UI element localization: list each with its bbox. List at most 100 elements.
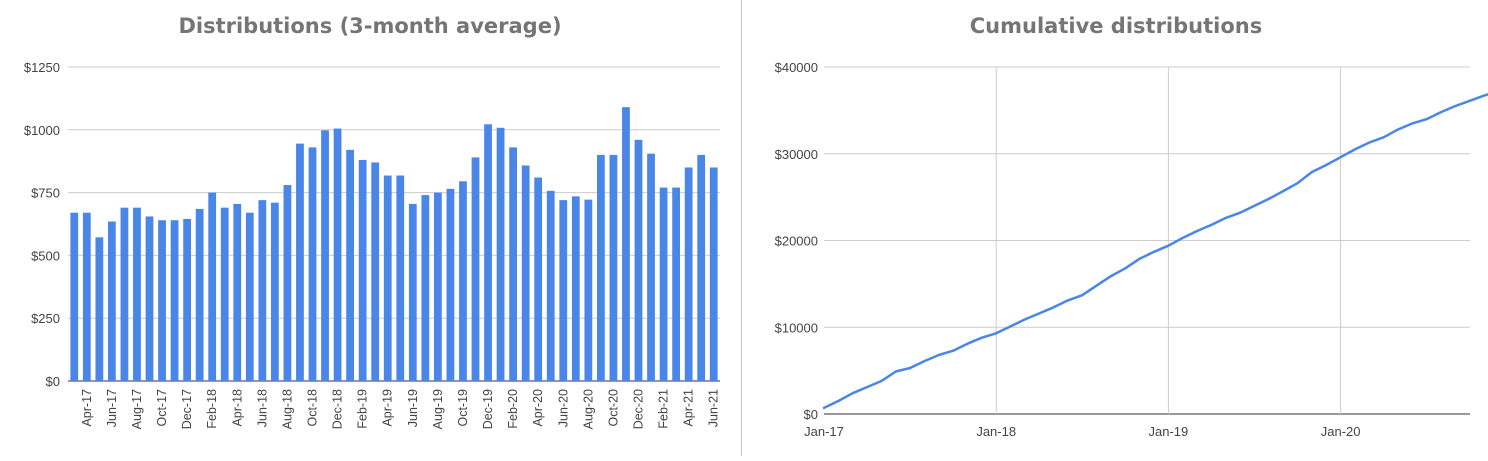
y-tick-label: $1000: [24, 123, 60, 138]
bar: [145, 216, 154, 381]
bar: [647, 153, 655, 381]
y-tick-label: $30000: [775, 147, 818, 162]
bar: [233, 203, 242, 381]
x-tick-label: Apr-20: [531, 389, 545, 427]
y-tick-label: $0: [804, 407, 818, 422]
bar: [596, 154, 605, 381]
x-tick-label: Jun-20: [556, 389, 570, 427]
bar: [245, 212, 254, 381]
bar: [220, 207, 229, 381]
x-tick-label: Apr-17: [80, 389, 94, 427]
bar: [421, 195, 430, 381]
bar: [82, 212, 91, 381]
bar: [95, 237, 104, 381]
bar: [183, 218, 192, 381]
y-tick-label: $20000: [775, 234, 818, 249]
y-tick-label: $40000: [775, 60, 818, 75]
bar: [521, 165, 530, 381]
bar: [371, 162, 380, 381]
x-tick-label: Oct-17: [155, 389, 169, 427]
x-tick-label: Apr-19: [381, 389, 395, 427]
bar: [496, 127, 505, 381]
bar: [446, 188, 455, 381]
bar: [358, 159, 367, 381]
bar: [471, 157, 480, 381]
x-tick-label: Feb-18: [205, 389, 219, 429]
bar: [346, 149, 355, 381]
bar: [383, 175, 392, 381]
x-tick-label: Apr-18: [230, 389, 244, 427]
bar: [321, 130, 329, 381]
x-tick-label: Aug-18: [280, 389, 294, 429]
bar-chart-title: Distributions (3-month average): [178, 14, 562, 38]
bar: [459, 181, 467, 381]
bar: [534, 177, 543, 381]
line-chart-panel: Cumulative distributions $0 $10000 $20000 $…: [744, 0, 1488, 456]
x-tick-label: Jan-17: [804, 424, 844, 439]
x-tick-label: Dec-17: [180, 389, 194, 429]
x-tick-label: Oct-19: [456, 389, 470, 427]
y-tick-label: $500: [31, 248, 60, 263]
y-tick-label: $10000: [775, 320, 818, 335]
bar: [684, 167, 693, 381]
x-tick-label: Oct-18: [306, 389, 320, 427]
bar: [433, 192, 442, 381]
x-tick-label: Jun-18: [255, 389, 269, 427]
bar: [270, 202, 279, 381]
x-tick-label: Jun-17: [105, 389, 119, 427]
bar: [195, 208, 204, 381]
bar: [559, 200, 568, 381]
bar-chart: $0 $250 $500 $750 $1000 $1250 Apr-17 Jun-17 Aug-…: [24, 60, 721, 429]
y-tick-label: $0: [46, 374, 60, 389]
bar: [709, 167, 718, 381]
bar: [622, 107, 630, 381]
x-tick-label: Feb-19: [356, 389, 370, 429]
bar: [609, 154, 618, 381]
bar: [133, 207, 141, 381]
x-tick-label: Feb-20: [506, 389, 520, 429]
x-tick-label: Jun-21: [707, 389, 721, 427]
bar: [158, 220, 166, 381]
x-tick-label: Aug-19: [431, 389, 445, 429]
bar: [120, 207, 129, 381]
bar: [107, 221, 116, 381]
bar: [546, 190, 555, 381]
x-tick-label: Jan-18: [976, 424, 1016, 439]
bar: [170, 220, 179, 381]
x-tick-label: Oct-20: [606, 389, 620, 427]
bar-chart-panel: Distributions (3-month average) $0 $250 $5…: [0, 0, 740, 456]
bar: [584, 199, 593, 381]
x-tick-label: Aug-17: [130, 389, 144, 429]
x-tick-label: Dec-18: [331, 389, 345, 429]
bar: [396, 175, 405, 381]
panel-divider: [741, 0, 742, 456]
x-tick-label: Jun-19: [406, 389, 420, 427]
series-line: [822, 93, 1488, 410]
bar: [659, 187, 668, 381]
y-tick-label: $750: [31, 186, 60, 201]
x-tick-label: Dec-20: [632, 389, 646, 429]
bar: [697, 154, 706, 381]
bar: [509, 147, 518, 381]
bar: [296, 143, 304, 381]
bar: [258, 200, 267, 381]
x-tick-label: Aug-20: [581, 389, 595, 429]
line-chart: $0 $10000 $20000 $30000 $40000 Jan-17 Jan-18 Ja…: [775, 60, 1488, 439]
bar: [70, 212, 79, 381]
x-tick-label: Apr-21: [682, 389, 696, 427]
bar: [308, 147, 317, 381]
x-tick-label: Feb-21: [657, 389, 671, 429]
x-tick-label: Jan-20: [1321, 424, 1361, 439]
y-tick-label: $250: [31, 311, 60, 326]
bar: [571, 196, 580, 381]
bar: [333, 128, 342, 381]
bar: [484, 124, 492, 382]
bar: [634, 139, 643, 381]
line-chart-title: Cumulative distributions: [969, 14, 1263, 38]
bar: [208, 192, 217, 381]
x-tick-label: Dec-19: [481, 389, 495, 429]
y-tick-label: $1250: [24, 60, 60, 75]
bar: [672, 187, 681, 381]
bar: [408, 203, 417, 381]
bar: [283, 185, 292, 381]
